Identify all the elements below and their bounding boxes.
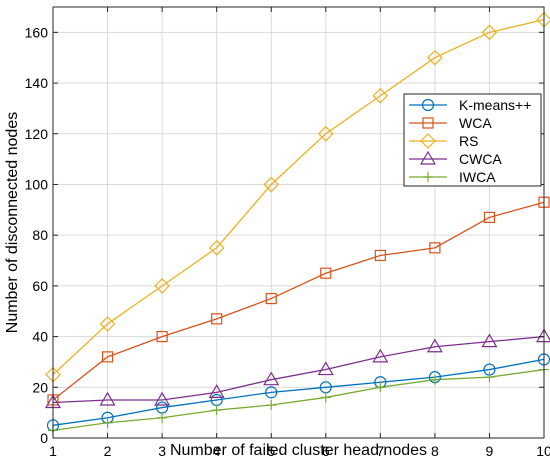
data-point-1-3 <box>211 313 223 325</box>
legend-label: WCA <box>459 115 492 131</box>
series-line-1 <box>52 201 545 401</box>
data-point-2-8 <box>481 24 498 41</box>
legend-marker <box>421 98 435 112</box>
axes-box <box>52 6 545 439</box>
y-tick-label: 60 <box>32 278 48 294</box>
data-point-3-3 <box>208 384 225 398</box>
legend-marker <box>419 150 437 165</box>
data-point-0-4 <box>265 386 278 399</box>
y-axis-label: Number of disconnected nodes <box>4 112 21 333</box>
y-tick-label: 0 <box>40 430 48 446</box>
data-point-2-2 <box>154 278 170 294</box>
series-line-0 <box>52 358 545 426</box>
data-point-4-2 <box>157 412 168 423</box>
x-tick-label: 1 <box>49 443 57 459</box>
series-line-3 <box>52 335 545 404</box>
data-point-3-1 <box>99 391 116 406</box>
data-point-4-3 <box>211 405 222 416</box>
data-point-2-6 <box>372 87 389 104</box>
y-tick-label: 20 <box>32 379 48 395</box>
data-point-1-7 <box>429 242 441 254</box>
x-tick-label: 3 <box>158 443 166 459</box>
data-point-1-2 <box>156 330 168 343</box>
legend-marker <box>420 133 436 149</box>
data-point-1-1 <box>101 351 114 363</box>
data-point-1-6 <box>374 249 386 262</box>
y-tick-label: 40 <box>32 329 48 345</box>
data-point-3-7 <box>426 338 443 353</box>
series-line-4 <box>52 368 545 432</box>
data-point-2-7 <box>427 49 443 66</box>
x-axis-label: Number of failed cluster head nodes <box>170 442 427 459</box>
data-point-4-4 <box>266 400 277 411</box>
x-tick-label: 8 <box>431 443 439 459</box>
legend-label: IWCA <box>459 169 496 185</box>
data-point-4-8 <box>484 372 495 383</box>
data-point-4-7 <box>429 374 440 385</box>
data-point-4-5 <box>320 392 331 403</box>
data-point-2-5 <box>317 125 334 142</box>
data-point-1-5 <box>320 267 332 279</box>
y-tick-label: 160 <box>25 24 49 40</box>
x-tick-label: 6 <box>322 443 330 459</box>
legend-label: K-means++ <box>459 97 531 113</box>
x-tick-label: 5 <box>267 443 275 459</box>
legend: K-means++ WCA RS CWCA IWCA <box>403 93 542 187</box>
data-point-4-6 <box>375 382 386 393</box>
data-point-3-2 <box>154 391 171 406</box>
data-point-2-3 <box>208 240 225 256</box>
x-tick-label: 10 <box>536 443 550 459</box>
data-point-3-4 <box>263 371 280 386</box>
legend-box <box>403 93 542 187</box>
series-lines <box>52 19 545 432</box>
y-tick-label: 100 <box>25 176 49 192</box>
data-point-2-1 <box>99 316 116 332</box>
y-tick-label: 140 <box>25 75 49 91</box>
axes <box>52 6 545 439</box>
data-point-3-8 <box>481 333 498 348</box>
x-tick-label: 9 <box>486 443 494 459</box>
plot-area <box>53 7 544 438</box>
y-tick-label: 80 <box>32 227 48 243</box>
data-point-3-6 <box>372 348 389 363</box>
legend-marker <box>423 172 433 182</box>
x-tick-label: 2 <box>104 443 112 459</box>
legend-label: RS <box>459 133 478 149</box>
legend-marker <box>422 117 434 129</box>
data-point-4-1 <box>102 417 113 428</box>
y-tick-label: 120 <box>25 126 49 142</box>
data-point-2-4 <box>263 176 280 193</box>
x-tick-label: 7 <box>376 443 384 459</box>
data-point-1-4 <box>265 292 277 305</box>
data-point-3-5 <box>317 361 334 376</box>
legend-label: CWCA <box>459 151 502 167</box>
series-line-2 <box>52 19 545 376</box>
data-point-1-8 <box>483 211 496 224</box>
x-tick-label: 4 <box>213 443 221 459</box>
